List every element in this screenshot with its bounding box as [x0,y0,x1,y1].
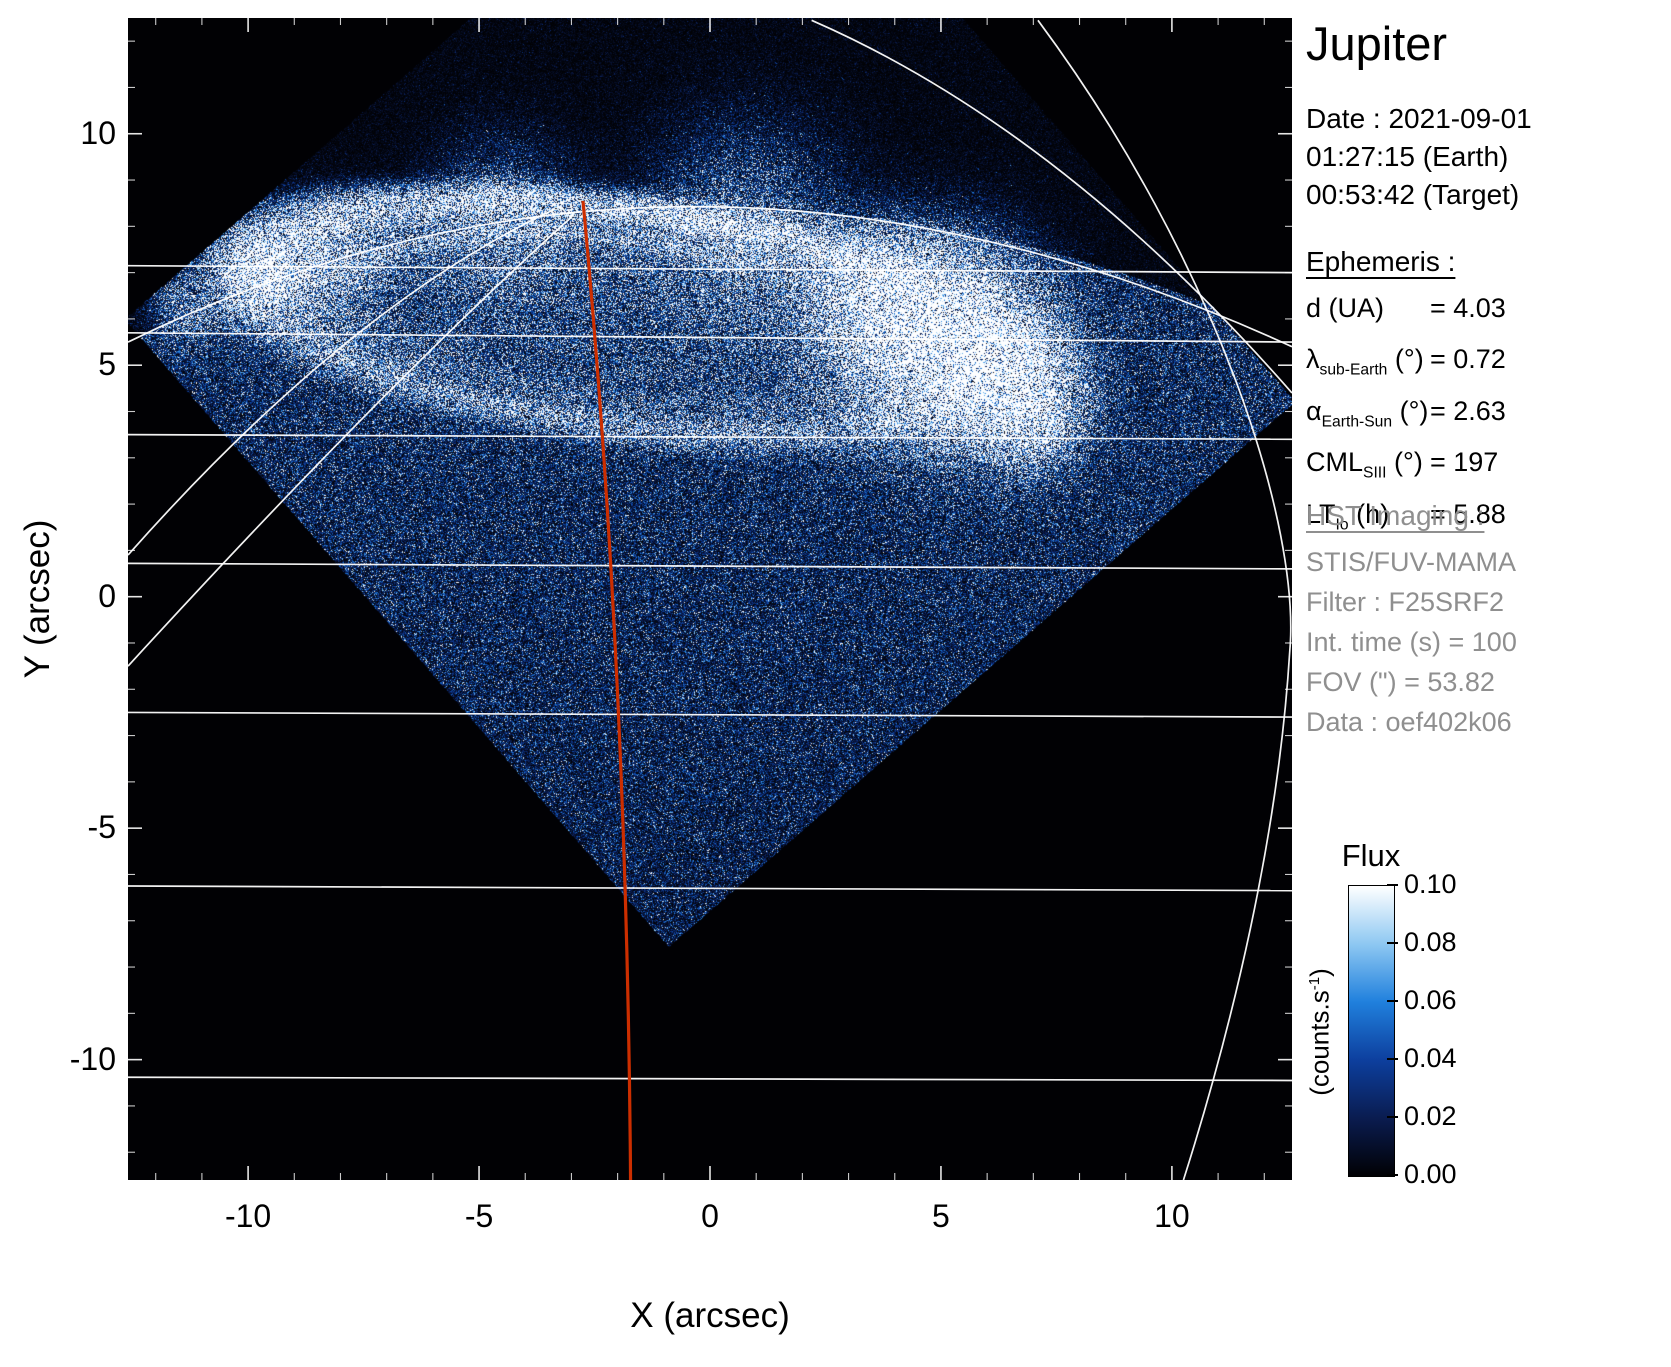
ephemeris-heading: Ephemeris : [1306,246,1455,278]
latitude-line [128,886,1292,891]
colorbar-tick-label: 0.00 [1404,1159,1494,1190]
latitude-line [128,266,1292,273]
colorbar-tick-label: 0.02 [1404,1101,1494,1132]
observation-time-target: 00:53:42 (Target) [1306,176,1532,214]
y-axis-label: Y (arcsec) [18,520,58,679]
colorbar-tick-label: 0.08 [1404,927,1494,958]
hst-instrument: STIS/FUV-MAMA [1306,542,1517,582]
hst-int-time: Int. time (s) = 100 [1306,622,1517,662]
observation-date: Date : 2021-09-01 [1306,100,1532,138]
limb-arc [128,207,1292,347]
ephemeris-value: = 197 [1430,447,1498,477]
hst-imaging-heading: HST Imaging : [1306,500,1484,532]
colorbar-units: (counts.s-1) [1305,968,1336,1096]
graticule-overlay [128,18,1292,1180]
hst-fov: FOV (") = 53.82 [1306,662,1517,702]
x-axis-tick-label: 0 [665,1198,755,1235]
latitude-line [128,563,1292,569]
y-axis-tick-label: 10 [8,115,116,152]
x-axis-tick-label: -10 [203,1198,293,1235]
x-axis-tick-label: 5 [896,1198,986,1235]
x-axis-tick-label: 10 [1127,1198,1217,1235]
ephemeris-row: d (UA) = 4.03 [1306,288,1506,339]
colorbar-tick-label: 0.06 [1404,985,1494,1016]
ephemeris-label: αEarth-Sun (°) [1306,391,1430,442]
limb-arc-right [1038,20,1291,1180]
y-axis-tick-label: -10 [8,1041,116,1078]
colorbar-title: Flux [1316,838,1426,874]
meridian-arc-left-2 [128,217,571,666]
figure-page: -10 -5 0 5 10 10 5 0 -5 -10 X (arcsec) Y (arcsec… [0,0,1671,1367]
observation-time-earth: 01:27:15 (Earth) [1306,138,1532,176]
latitude-line [128,1077,1292,1080]
colorbar-tick-label: 0.04 [1404,1043,1494,1074]
hst-imaging-block: HST Imaging : STIS/FUV-MAMA Filter : F25… [1306,500,1517,742]
ephemeris-row: CMLSIII (°) = 197 [1306,442,1506,493]
ephemeris-row: λsub-Earth (°) = 0.72 [1306,339,1506,390]
figure-title: Jupiter [1306,16,1447,71]
ephemeris-label: λsub-Earth (°) [1306,339,1430,390]
plot-area [128,18,1292,1180]
x-axis-tick-label: -5 [434,1198,524,1235]
hst-filter: Filter : F25SRF2 [1306,582,1517,622]
ephemeris-row: αEarth-Sun (°)= 2.63 [1306,391,1506,442]
observation-block: Date : 2021-09-01 01:27:15 (Earth) 00:53… [1306,100,1532,214]
meridian-arc-top-right [812,20,1292,393]
hst-data-id: Data : oef402k06 [1306,702,1517,742]
latitude-line [128,333,1292,342]
ephemeris-value: = 2.63 [1430,396,1506,426]
ephemeris-value: = 0.72 [1430,344,1506,374]
ephemeris-label: d (UA) [1306,288,1430,339]
colorbar-gradient [1348,885,1395,1177]
cml-meridian-line [583,201,631,1180]
y-axis-tick-label: -5 [8,809,116,846]
ephemeris-label: CMLSIII (°) [1306,442,1430,493]
meridian-arc-left-1 [128,210,553,555]
x-axis-label: X (arcsec) [128,1296,1292,1336]
y-axis-tick-label: 5 [8,346,116,383]
latitude-line [128,712,1292,717]
latitude-line [128,435,1292,440]
ephemeris-value: = 4.03 [1430,293,1506,323]
